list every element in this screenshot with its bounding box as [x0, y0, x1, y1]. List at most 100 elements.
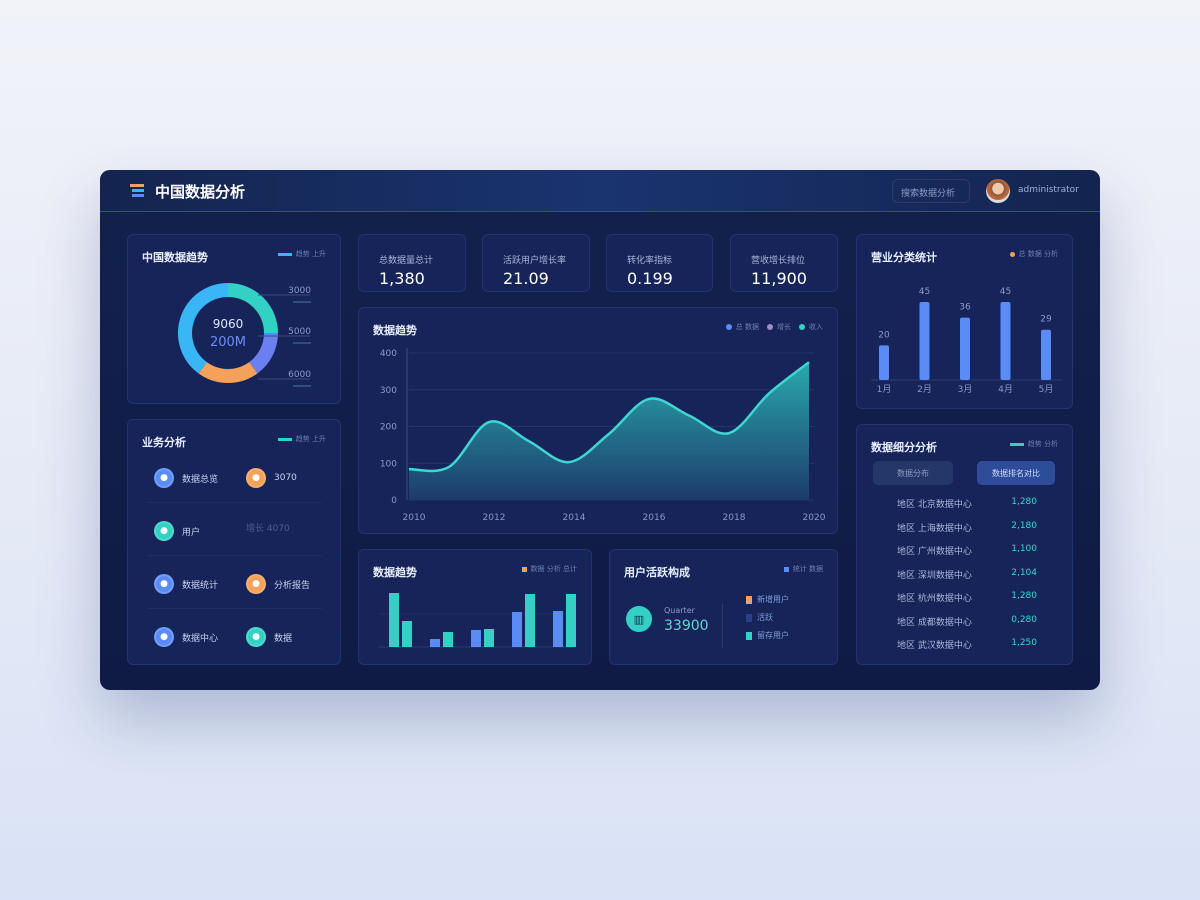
- item-label: 数据总览: [182, 474, 219, 485]
- stat-label: Quarter: [664, 606, 695, 615]
- donut-center-sub: 200M: [209, 335, 247, 350]
- ranking-row[interactable]: 地区 成都数据中心 0,280: [897, 615, 1037, 628]
- legend-text: 留存用户: [757, 631, 789, 640]
- row-label: 地区 广州数据中心: [897, 547, 972, 557]
- row-label: 地区 北京数据中心: [897, 500, 972, 510]
- chart-icon: ●: [154, 468, 174, 488]
- bag-icon: ●: [246, 468, 266, 488]
- business-item[interactable]: ● 数据中心: [154, 627, 218, 647]
- area-fill: [409, 362, 809, 500]
- kpi-value: 11,900: [751, 269, 807, 288]
- business-item[interactable]: 增长 4070: [246, 521, 290, 534]
- legend-text: 活跃: [757, 613, 773, 622]
- donut-label-bar: [293, 342, 311, 344]
- bar: [402, 621, 412, 647]
- legend-text: 总 数据: [735, 323, 759, 331]
- business-card: 业务分析 趋势 上升 ● 数据总览 ● 3070 ● 用户 增长 4070 ● 数据统计 ● 分析报…: [127, 419, 341, 665]
- row-label: 地区 杭州数据中心: [897, 594, 972, 604]
- x-tick-label: 2月: [917, 384, 932, 395]
- business-item[interactable]: ● 数据统计: [154, 574, 218, 594]
- x-tick-label: 2012: [483, 513, 506, 523]
- legend-text: 趋势 上升: [295, 435, 326, 443]
- donut-label-bar: [293, 301, 311, 303]
- donut-label: 5000: [288, 327, 311, 337]
- legend-swatch: [746, 595, 752, 604]
- kpi-card: 营收增长排位 11,900: [730, 234, 838, 292]
- legend: 数据 分析 总计: [521, 564, 577, 574]
- business-item[interactable]: ● 3070: [246, 468, 297, 488]
- kpi-label: 营收增长排位: [751, 256, 806, 266]
- x-tick-label: 2014: [563, 513, 586, 523]
- ranking-row[interactable]: 地区 上海数据中心 2,180: [897, 521, 1037, 534]
- donut-label-bar: [293, 385, 311, 387]
- stat-card: 用户活跃构成 统计 数据 ▥ Quarter 33900 新增用户 活跃 留存用户: [609, 549, 838, 665]
- legend-swatch: [1009, 251, 1015, 257]
- business-item[interactable]: ● 数据: [246, 627, 292, 647]
- search-input[interactable]: 搜索数据分析: [892, 179, 970, 203]
- y-tick-label: 0: [391, 496, 397, 506]
- legend-text: 趋势 分析: [1027, 440, 1058, 448]
- legend-text: 趋势 上升: [295, 250, 326, 258]
- legend-text: 新增用户: [757, 595, 789, 604]
- ranking-row[interactable]: 地区 杭州数据中心 1,280: [897, 591, 1037, 604]
- kpi-card: 活跃用户增长率 21.09: [482, 234, 590, 292]
- row-label: 地区 武汉数据中心: [897, 641, 972, 651]
- avatar[interactable]: [986, 179, 1010, 203]
- x-tick-label: 2010: [403, 513, 426, 523]
- ranking-row[interactable]: 地区 北京数据中心 1,280: [897, 497, 1037, 510]
- legend-swatch: [725, 324, 732, 330]
- item-label: 数据统计: [182, 580, 219, 591]
- business-item[interactable]: ● 分析报告: [246, 574, 310, 594]
- ranking-row[interactable]: 地区 深圳数据中心 2,104: [897, 568, 1037, 581]
- area-line: [408, 361, 810, 473]
- logo-icon: [130, 184, 144, 197]
- bar: [1041, 329, 1051, 380]
- kpi-card: 转化率指标 0.199: [606, 234, 713, 292]
- legend-swatch: [521, 566, 527, 572]
- bar: [919, 302, 930, 380]
- globe-icon: ●: [154, 627, 174, 647]
- row-value: 2,104: [1011, 567, 1037, 578]
- row-value: 0,280: [1011, 614, 1037, 625]
- legend-item: 活跃: [746, 612, 773, 623]
- building-icon: ▥: [626, 606, 652, 632]
- bar-chart: 20 1月 45 2月 36 3月 45 4月 29 5月: [871, 287, 1062, 395]
- kpi-card: 总数据量总计 1,380: [358, 234, 466, 292]
- business-item[interactable]: ● 数据总览: [154, 468, 218, 488]
- card-title: 中国数据趋势: [142, 251, 208, 264]
- row-value: 1,250: [1011, 638, 1037, 648]
- ranking-row[interactable]: 地区 武汉数据中心 1,250: [897, 638, 1037, 651]
- x-tick-label: 2016: [643, 513, 666, 523]
- bar: [443, 632, 453, 647]
- business-item[interactable]: ● 用户: [154, 521, 200, 541]
- tab-ranking[interactable]: 数据排名对比: [977, 461, 1055, 485]
- item-label: 数据: [274, 633, 293, 644]
- legend-swatch: [746, 613, 752, 622]
- circle-icon: ●: [246, 627, 266, 647]
- ranking-row[interactable]: 地区 广州数据中心 1,100: [897, 544, 1037, 557]
- legend: 趋势 分析: [1009, 439, 1058, 449]
- bar-chart-card: 营业分类统计 总 数据 分析 20 1月 45 2月 36 3月 45 4月 29 5月: [856, 234, 1073, 409]
- legend-swatch: [799, 324, 805, 330]
- x-tick-label: 2018: [723, 513, 746, 523]
- legend-swatch: [783, 566, 789, 572]
- bar: [566, 594, 576, 647]
- users-icon: ●: [154, 521, 174, 541]
- username[interactable]: administrator: [1018, 185, 1079, 195]
- donut-label: 3000: [288, 286, 311, 296]
- legend-swatch: [277, 437, 292, 441]
- card-title: 数据趋势: [373, 566, 417, 579]
- donut-card: 中国数据趋势 趋势 上升 3000 5000 6000 9060 200M: [127, 234, 341, 404]
- card-title: 数据趋势: [373, 324, 417, 337]
- legend: 总 数据 分析: [1009, 249, 1058, 259]
- bar-data-label: 45: [1000, 287, 1011, 297]
- grouped-bar-chart: [379, 593, 576, 648]
- legend: 趋势 上升: [277, 249, 326, 259]
- kpi-value: 0.199: [627, 269, 673, 288]
- card-title: 业务分析: [142, 436, 186, 449]
- y-tick-label: 300: [380, 386, 397, 396]
- dashboard-window: 中国数据分析 搜索数据分析 administrator 中国数据趋势 趋势 上升…: [100, 170, 1100, 690]
- donut-chart: 3000 5000 6000: [178, 283, 311, 387]
- tab-distribution[interactable]: 数据分布: [873, 461, 953, 485]
- bar: [553, 611, 563, 647]
